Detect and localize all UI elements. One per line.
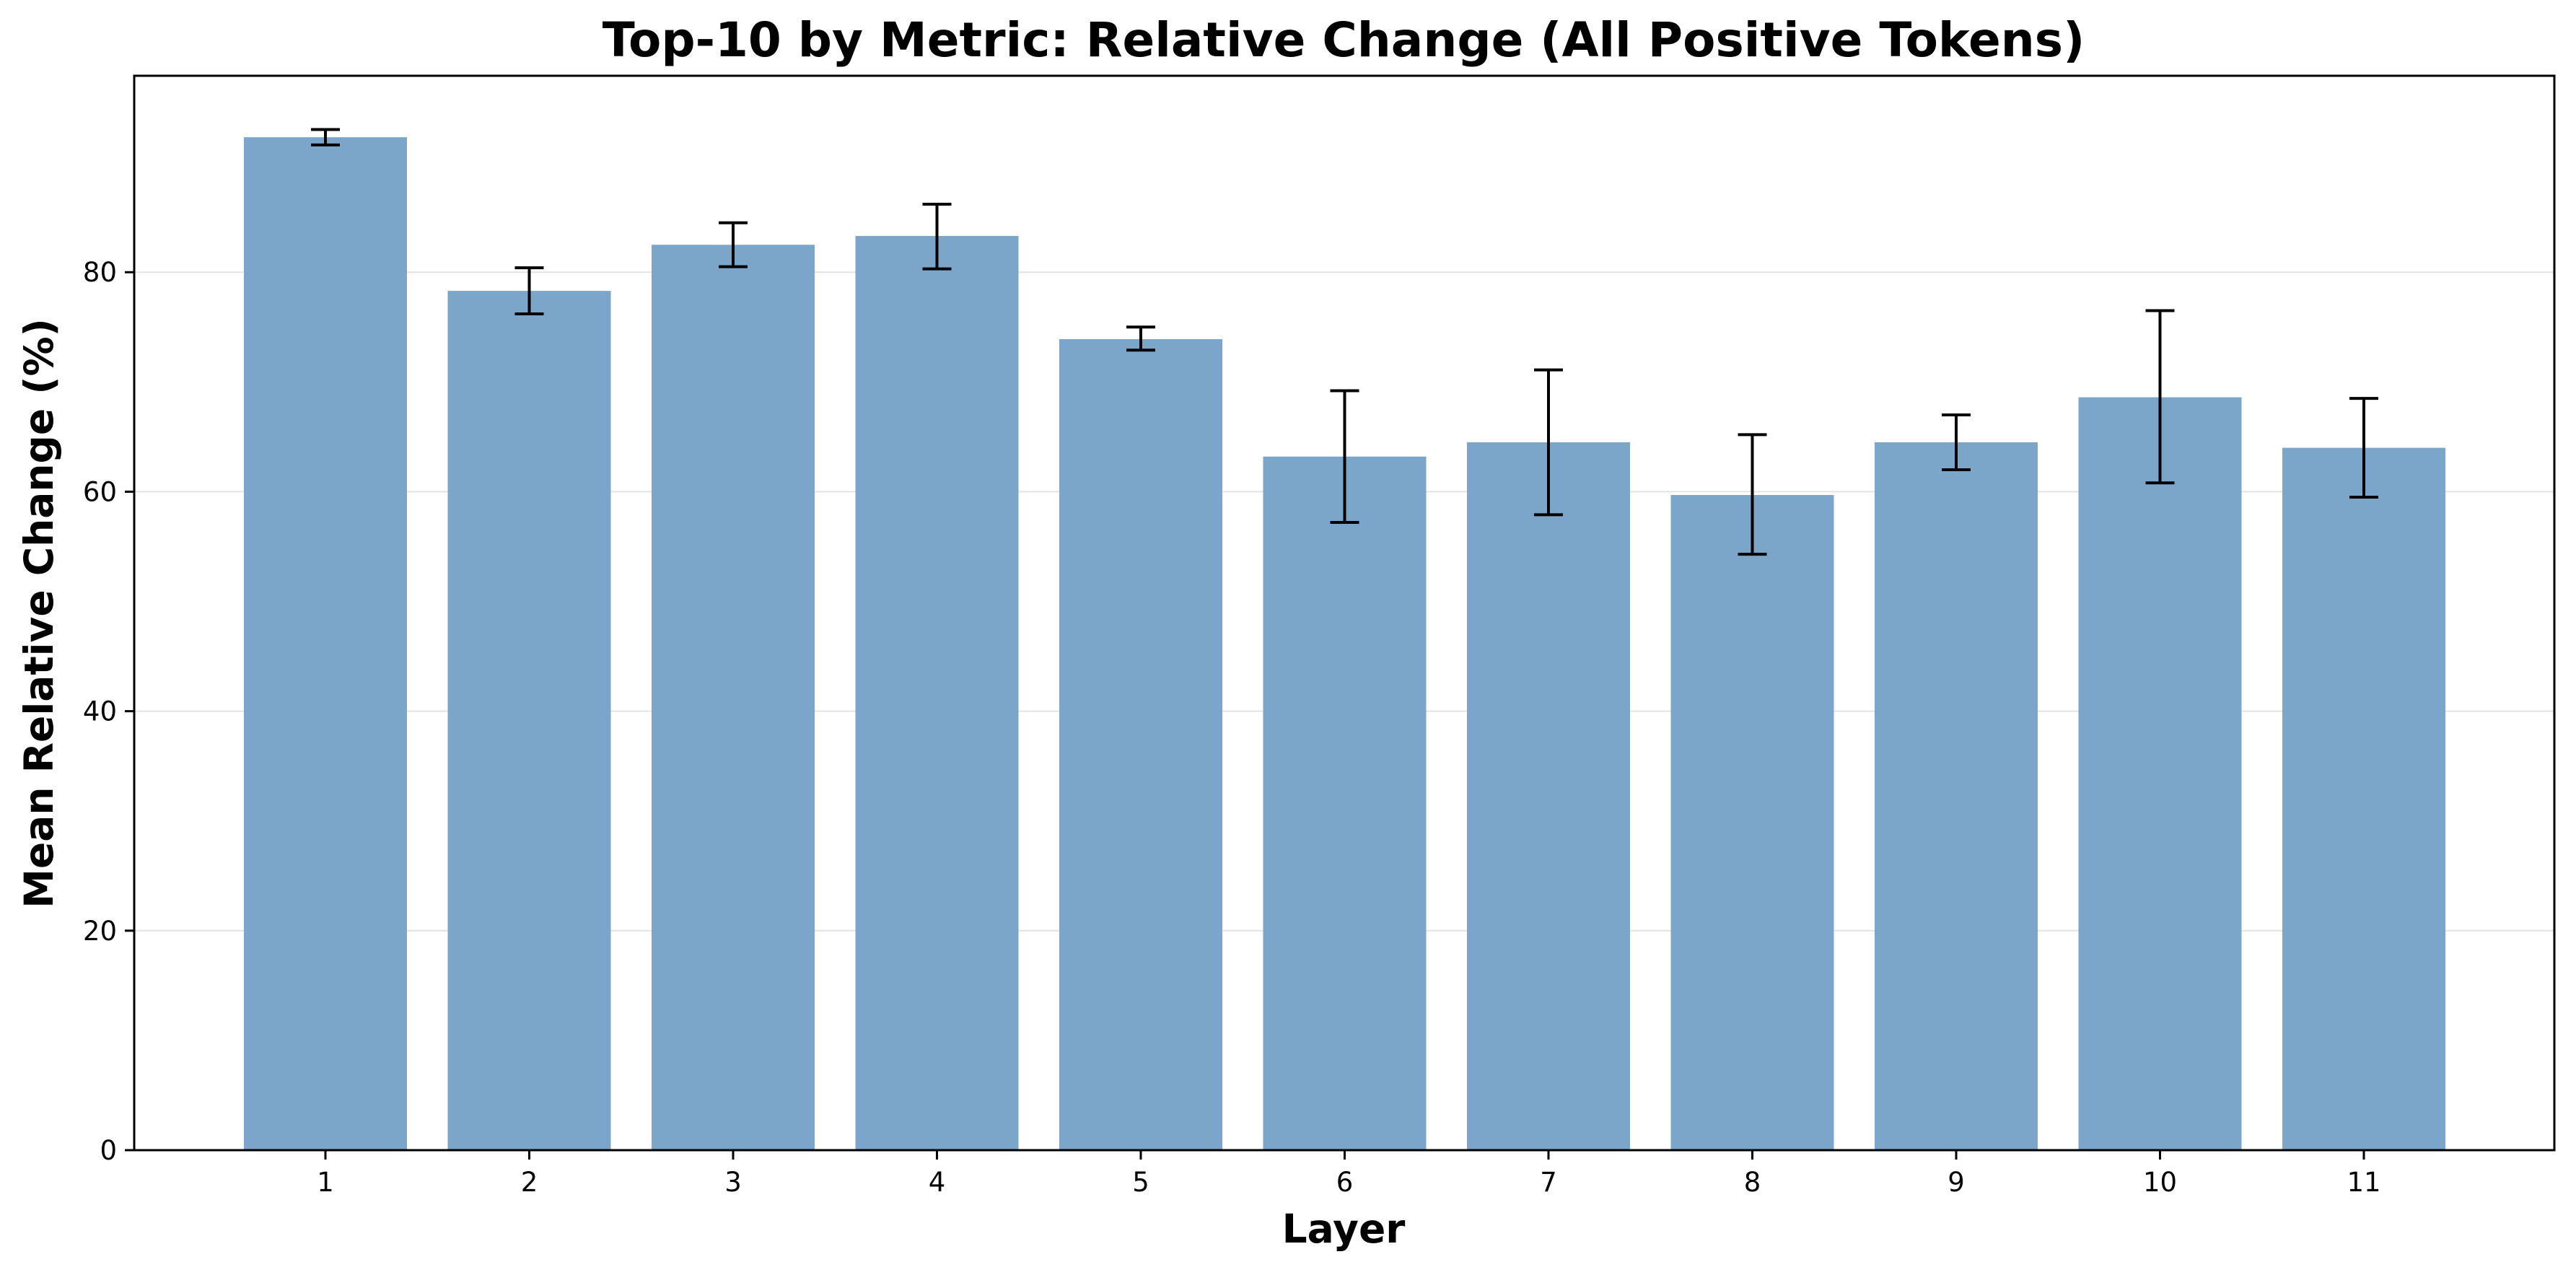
error-bars: [311, 128, 2378, 556]
y-tick-label: 80: [83, 257, 117, 288]
bar: [244, 137, 407, 1151]
axis-ticks: 0 20 40 60 80 1 2 3 4 5 6 7 8 9 10 11: [83, 257, 2381, 1198]
x-tick-label: 2: [521, 1167, 538, 1198]
y-tick-label: 40: [83, 696, 117, 727]
x-tick-label: 10: [2143, 1167, 2177, 1198]
bar: [1670, 494, 1834, 1150]
x-tick-label: 3: [724, 1167, 742, 1198]
y-tick-label: 20: [83, 916, 117, 947]
bar: [1875, 442, 2038, 1150]
bar: [2078, 397, 2242, 1151]
x-tick-label: 5: [1132, 1167, 1149, 1198]
y-tick-label: 0: [100, 1135, 117, 1166]
y-tick-label: 60: [83, 476, 117, 507]
bar: [447, 291, 611, 1150]
x-tick-label: 7: [1540, 1167, 1557, 1198]
x-tick-label: 1: [317, 1167, 334, 1198]
x-axis-label: Layer: [1282, 1206, 1406, 1252]
bar: [1059, 339, 1222, 1151]
x-tick-label: 8: [1744, 1167, 1761, 1198]
bar: [652, 245, 815, 1150]
bar: [1467, 442, 1630, 1150]
chart-title: Top-10 by Metric: Relative Change (All P…: [603, 12, 2085, 68]
x-tick-label: 9: [1948, 1167, 1965, 1198]
bars: [244, 137, 2445, 1151]
bar: [2282, 447, 2445, 1150]
x-tick-label: 6: [1336, 1167, 1354, 1198]
bar: [855, 236, 1019, 1151]
y-axis-label: Mean Relative Change (%): [16, 318, 62, 908]
x-tick-label: 4: [929, 1167, 946, 1198]
x-tick-label: 11: [2347, 1167, 2380, 1198]
bar: [1263, 456, 1427, 1150]
